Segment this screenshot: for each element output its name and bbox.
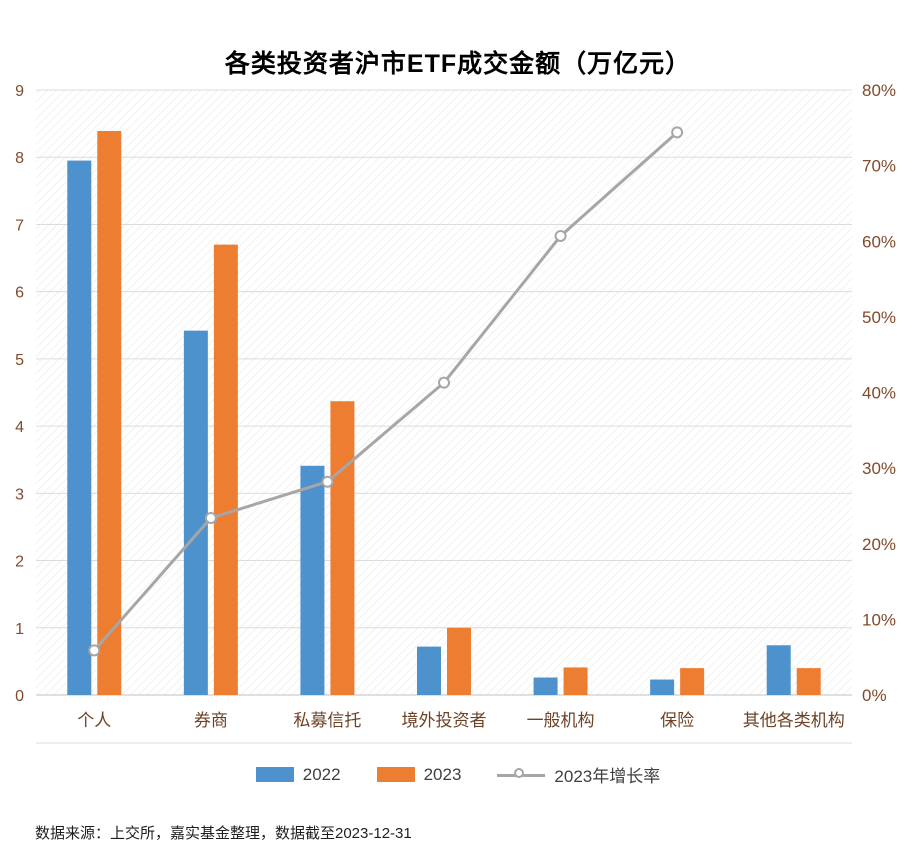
x-category-label: 私募信托 [293, 711, 361, 730]
y-tick-label-left: 5 [15, 352, 24, 369]
bar-2023-私募信托 [330, 401, 355, 695]
y-tick-label-right: 80% [862, 81, 896, 100]
y-axis-left: 0 1 2 3 4 5 6 7 8 9 [15, 83, 24, 705]
y-tick-label-right: 10% [862, 610, 896, 629]
chart-title: 各类投资者沪市ETF成交金额（万亿元） [224, 50, 692, 78]
data-source-note: 数据来源：上交所，嘉实基金整理，数据截至2023-12-31 [35, 825, 412, 842]
y-tick-label-left: 8 [15, 150, 24, 167]
bar-2022-保险 [650, 679, 675, 695]
bar-2023-其他各类机构 [796, 668, 821, 695]
y-tick-label-left: 7 [15, 217, 24, 234]
bar-2022-私募信托 [300, 465, 325, 695]
y-tick-label-left: 0 [15, 688, 24, 705]
bar-2023-券商 [213, 244, 238, 695]
legend-item-growth: 2023年增长率 [497, 762, 660, 787]
y-tick-label-right: 50% [862, 308, 896, 327]
legend-item-2023: 2023 [376, 764, 462, 785]
y-tick-label-right: 0% [862, 686, 887, 705]
x-category-label: 个人 [77, 711, 111, 730]
y-tick-label-right: 70% [862, 157, 896, 176]
y-tick-label-right: 20% [862, 535, 896, 554]
legend-label-2022: 2022 [302, 764, 341, 784]
plot-area [36, 90, 852, 695]
bar-2023-保险 [680, 668, 705, 695]
growth-marker-icon [321, 475, 334, 488]
growth-marker-icon [438, 376, 450, 389]
bar-2022-券商 [183, 330, 208, 695]
y-tick-label-right: 40% [862, 384, 896, 403]
bar-2023-个人 [97, 131, 122, 695]
legend-item-2022: 2022 [255, 764, 341, 785]
line-series-growth [88, 126, 684, 657]
bar-2022-其他各类机构 [766, 645, 791, 695]
x-axis: 个人 券商 私募信托 境外投资者 一般机构 保险 其他各类机构 [36, 711, 852, 744]
y-tick-label-left: 6 [15, 285, 24, 302]
bar-2022-个人 [67, 160, 92, 695]
bar-2023-一般机构 [563, 667, 588, 695]
legend: 2022 2023 2023年增长率 [0, 762, 916, 787]
bar-2022-境外投资者 [417, 646, 441, 695]
bar-series-2022 [67, 160, 791, 695]
growth-marker-icon [554, 229, 567, 242]
y-axis-right: 0% 10% 20% 30% 40% 50% 60% 70% 80% [862, 81, 896, 705]
bar-2023-境外投资者 [447, 627, 471, 695]
growth-line [93, 131, 679, 652]
y-tick-label-left: 1 [15, 621, 24, 638]
y-tick-label-left: 4 [15, 419, 24, 436]
bar-2022-一般机构 [533, 677, 558, 695]
etf-bar-line-chart: 0 1 2 3 4 5 6 7 8 9 0% 10% 20% 30% 40% 50% 60% 70% 80% 个人 券商… [15, 81, 896, 744]
legend-circle-marker-icon [514, 767, 525, 778]
bar-series-2023 [97, 131, 821, 695]
legend-label-growth: 2023年增长率 [554, 767, 661, 786]
x-category-label: 券商 [194, 711, 228, 730]
legend-label-2023: 2023 [423, 764, 462, 784]
y-tick-label-left: 3 [15, 486, 24, 503]
growth-marker-icon [204, 512, 217, 525]
legend-swatch-2022 [255, 767, 294, 782]
growth-marker-icon [88, 644, 101, 657]
x-category-label: 境外投资者 [402, 711, 487, 730]
y-tick-label-right: 30% [862, 459, 896, 478]
x-category-label: 保险 [660, 711, 694, 730]
y-tick-label-left: 2 [15, 554, 24, 571]
y-tick-label-left: 9 [15, 83, 24, 100]
x-category-label: 其他各类机构 [743, 711, 845, 730]
legend-swatch-2023 [376, 767, 415, 782]
x-category-label: 一般机构 [527, 711, 595, 730]
growth-marker-icon [671, 126, 684, 139]
legend-swatch-growth [497, 767, 546, 783]
y-tick-label-right: 60% [862, 232, 896, 251]
